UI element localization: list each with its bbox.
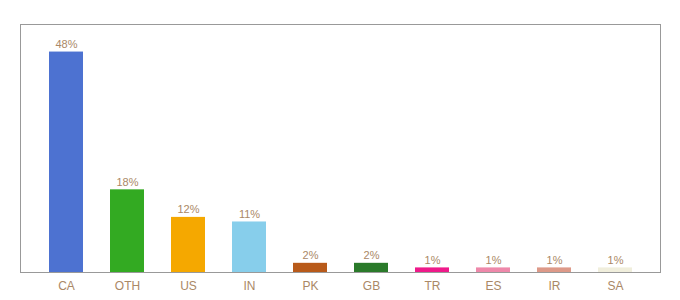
svg-text:2%: 2%: [364, 249, 380, 261]
svg-text:IR: IR: [549, 279, 561, 293]
svg-text:US: US: [180, 279, 197, 293]
svg-text:12%: 12%: [177, 203, 199, 215]
svg-text:48%: 48%: [55, 38, 77, 50]
svg-text:1%: 1%: [425, 254, 441, 266]
svg-text:CA: CA: [58, 279, 75, 293]
svg-text:PK: PK: [302, 279, 318, 293]
svg-text:SA: SA: [607, 279, 623, 293]
svg-text:OTH: OTH: [115, 279, 140, 293]
svg-text:1%: 1%: [608, 254, 624, 266]
svg-text:18%: 18%: [116, 176, 138, 188]
svg-text:1%: 1%: [486, 254, 502, 266]
svg-text:GB: GB: [363, 279, 380, 293]
svg-text:11%: 11%: [239, 208, 260, 220]
svg-text:ES: ES: [485, 279, 501, 293]
svg-text:IN: IN: [244, 279, 256, 293]
svg-text:2%: 2%: [303, 249, 319, 261]
svg-text:1%: 1%: [547, 254, 563, 266]
svg-text:TR: TR: [425, 279, 441, 293]
